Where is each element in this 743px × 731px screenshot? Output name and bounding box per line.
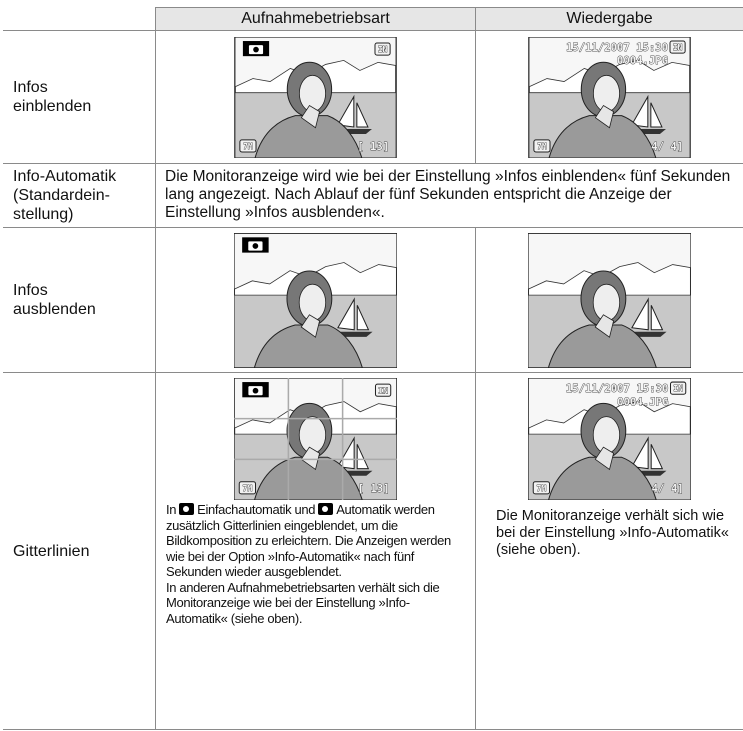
icon-frame — [533, 138, 551, 152]
icon-frame — [374, 383, 392, 397]
camera-lens — [253, 46, 259, 52]
row-label: Infos ausblenden — [3, 227, 156, 373]
memory-icon: IN — [378, 385, 388, 395]
corner — [3, 7, 156, 31]
image-size-icon: 7M — [242, 483, 252, 493]
row-label: Infos einblenden — [3, 30, 156, 164]
row: Gitterlinien IN [ 13] 7M In Einfachautomati… — [3, 372, 743, 730]
person-face — [592, 74, 620, 112]
memory-icon: IN — [378, 45, 388, 54]
text: In — [166, 502, 177, 517]
person-hand — [300, 104, 320, 128]
row-label: Gitterlinien — [3, 372, 156, 730]
icon-frame — [374, 42, 391, 56]
file-name: 0004.JPG — [617, 395, 668, 408]
cell: IN [ 13] 7M In Einfachautomatik und Automati… — [155, 372, 476, 730]
person-hand — [594, 313, 615, 338]
person-face — [592, 283, 621, 321]
auto-icon — [318, 503, 334, 515]
easy-auto-icon — [179, 503, 195, 515]
monitor-screen: IN [ 13] 7M — [234, 378, 397, 500]
person-face — [298, 416, 327, 454]
person-face — [298, 74, 326, 112]
description: Die Monitoranzeige wird wie bei der Eins… — [155, 163, 743, 228]
sail — [337, 296, 370, 330]
monitor-screen — [234, 232, 397, 368]
date-time: 15/11/2007 15:30 — [566, 382, 669, 395]
date-time: 15/11/2007 15:30 — [566, 42, 668, 54]
sail — [630, 94, 663, 128]
row-label: Info-Automatik (Standardein- stellung) — [3, 163, 156, 228]
sail — [631, 436, 664, 470]
person-hand — [300, 446, 321, 471]
cell: IN 15/11/2007 15:30 0004.JPG 4/ 4] 7M Die Mo… — [475, 372, 743, 730]
icon-frame — [532, 481, 551, 495]
column-header: Aufnahmebetriebsart — [155, 7, 476, 31]
person-hand — [594, 446, 615, 471]
text: Automatik werden zusätzlich Gitterlinien… — [166, 502, 451, 579]
sail — [631, 296, 664, 330]
description: Die Monitoranzeige verhält sich wie bei … — [496, 508, 729, 558]
row: Info-Automatik (Standardein- stellung) D… — [3, 163, 743, 228]
camera-lens — [252, 242, 259, 249]
cell — [155, 227, 476, 373]
memory-icon: IN — [673, 43, 683, 52]
monitor-screen: IN [ 13] 7M — [234, 36, 397, 158]
cell — [475, 227, 743, 373]
display-table: Aufnahmebetriebsart Wiedergabe Infos ein… — [3, 7, 743, 730]
person-face — [592, 416, 621, 454]
frames-remaining: [ 13] — [357, 140, 389, 152]
icon-frame — [669, 40, 686, 54]
cell: IN 15/11/2007 15:30 0004.JPG 4/ 4] 7M — [475, 30, 743, 164]
image-size-icon: 7M — [243, 141, 253, 150]
frames-remaining: [ 13] — [358, 482, 390, 495]
sail — [336, 94, 369, 128]
memory-icon: IN — [673, 383, 683, 393]
frame-counter: 4/ 4] — [651, 140, 683, 152]
cell: IN [ 13] 7M — [155, 30, 476, 164]
text: In anderen Aufnahmebetriebsarten verhält… — [166, 579, 440, 626]
frame-counter: 4/ 4] — [652, 482, 684, 495]
row: Infos einblenden IN [ 13] 7M IN 15/11/2007 … — [3, 30, 743, 164]
column-header: Wiedergabe — [475, 7, 743, 31]
file-name: 0004.JPG — [617, 55, 668, 67]
person-hand — [300, 313, 321, 338]
header-row: Aufnahmebetriebsart Wiedergabe — [3, 7, 743, 31]
monitor-screen — [528, 232, 691, 368]
image-size-icon: 7M — [536, 483, 546, 493]
row: Infos ausblenden — [3, 227, 743, 373]
icon-frame — [238, 481, 257, 495]
camera-lens — [252, 387, 259, 394]
icon-frame — [239, 138, 257, 152]
text: Einfachautomatik und — [197, 502, 316, 517]
icon-frame — [669, 381, 687, 395]
person-hand — [594, 104, 614, 128]
image-size-icon: 7M — [537, 141, 547, 150]
description: In Einfachautomatik und Automatik werden z… — [156, 500, 475, 626]
person-face — [298, 283, 327, 321]
sail — [337, 436, 370, 470]
